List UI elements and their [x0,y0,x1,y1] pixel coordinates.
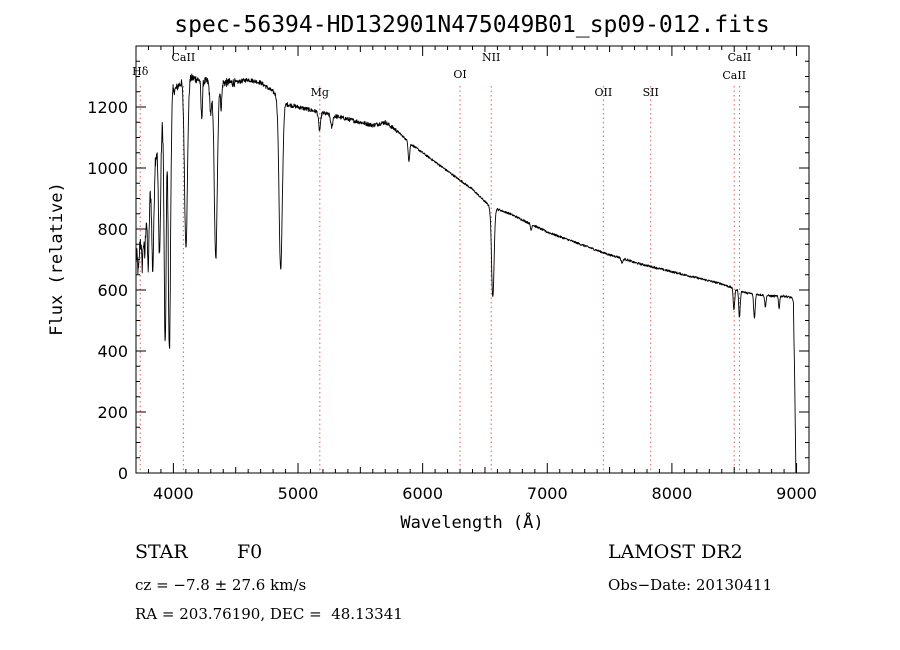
line-marker-label: OI [453,68,466,81]
x-tick-label: 8000 [652,484,693,503]
object-type: STAR [135,541,188,563]
y-tick-label: 400 [97,342,128,361]
x-tick-label: 5000 [278,484,319,503]
line-marker-label: SII [643,86,659,99]
x-tick-label: 9000 [776,484,817,503]
observation-date: Obs−Date: 20130411 [608,576,773,594]
x-axis-ticks: 4000 5000 6000 7000 8000 9000 [147,46,817,503]
y-tick-label: 0 [118,464,128,483]
x-tick-label: 7000 [527,484,568,503]
x-tick-label: 6000 [402,484,443,503]
y-axis-label: Flux (relative) [47,182,67,336]
x-tick-label: 4000 [153,484,194,503]
line-marker-label: CaII [172,51,196,64]
line-marker-label: Mg [311,86,329,99]
coordinates: RA = 203.76190, DEC = 48.13341 [135,605,403,623]
line-marker-label: CaII [722,69,746,82]
line-marker-label: CaII [728,51,752,64]
x-axis-label: Wavelength (Å) [400,511,543,533]
y-tick-label: 800 [97,220,128,239]
survey-name: LAMOST DR2 [608,541,743,563]
plot-frame [135,45,810,474]
y-axis-ticks: 0 200 400 600 800 1000 1200 [87,45,809,483]
spectrum-line [135,73,797,474]
redshift-cz: cz = −7.8 ± 27.6 km/s [135,576,307,594]
y-tick-label: 600 [97,281,128,300]
chart-title: spec-56394-HD132901N475049B01_sp09-012.f… [174,12,769,38]
y-tick-label: 200 [97,403,128,422]
line-marker-label: NII [482,51,500,64]
y-tick-label: 1000 [87,159,128,178]
spectral-subclass: F0 [237,541,263,563]
line-marker-label: OII [595,86,613,99]
y-tick-label: 1200 [87,98,128,117]
line-marker-label: Hδ [132,65,149,78]
line-marker-layer: Hδ CaII Mg OI NII OII SII CaII CaII [132,51,751,473]
